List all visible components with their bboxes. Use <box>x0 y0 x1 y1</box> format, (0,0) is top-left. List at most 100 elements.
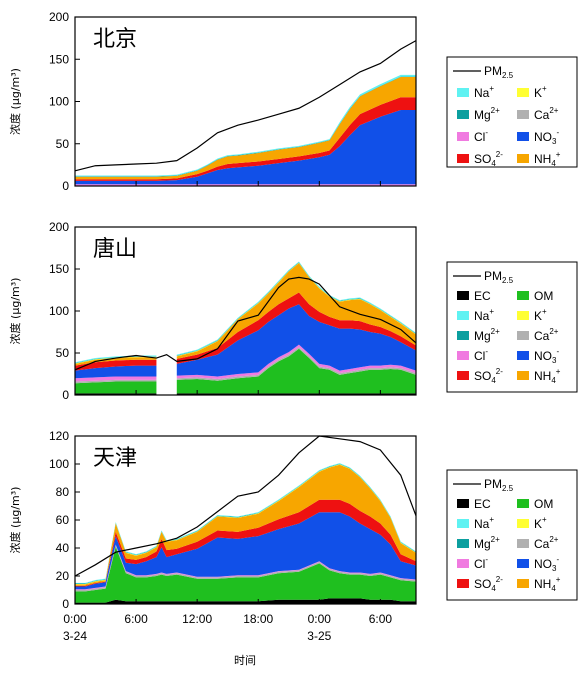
y-tick-label: 200 <box>49 220 69 234</box>
legend-label-clminus: Cl- <box>474 347 488 363</box>
legend-swatch-naminusplus <box>457 311 469 320</box>
legend-label-om: OM <box>534 289 553 303</box>
x-axis-label: 时间 <box>234 654 256 667</box>
pm25-line <box>74 40 417 172</box>
y-tick-label: 100 <box>49 95 69 109</box>
y-tick-label: 60 <box>56 513 70 527</box>
legend-label-no3minus: NO3- <box>534 128 559 146</box>
y-tick-label: 0 <box>62 597 69 611</box>
panel-title: 唐山 <box>93 237 137 262</box>
area-kminusplus <box>75 262 416 364</box>
panel-title: 北京 <box>93 27 137 52</box>
area-naminusplus <box>75 74 416 177</box>
area-so42minus <box>75 292 416 371</box>
y-tick-label: 100 <box>49 304 69 318</box>
y-axis-label: 浓度 (μg/m³) <box>8 278 22 345</box>
area-om <box>75 546 416 603</box>
legend-swatch-clminus <box>457 351 469 360</box>
legend-label-clminus: Cl- <box>474 555 488 571</box>
y-tick-label: 80 <box>56 485 70 499</box>
legend-swatch-naminusplus <box>457 88 469 97</box>
legend-label-ec: EC <box>474 497 491 511</box>
legend-swatch-om <box>517 499 529 508</box>
x-tick-date-label: 3-24 <box>63 629 87 643</box>
legend-swatch-no3minus <box>517 559 529 568</box>
legend-label-naminusplus: Na+ <box>474 307 494 323</box>
x-tick-label: 6:00 <box>369 612 393 626</box>
legend-swatch-ec <box>457 499 469 508</box>
legend-swatch-so42minus <box>457 371 469 380</box>
x-tick-label: 6:00 <box>124 612 148 626</box>
area-naminusplus <box>75 261 416 364</box>
stacked-areas <box>75 74 416 186</box>
legend-swatch-nh4minusplus <box>517 579 529 588</box>
legend-swatch-kminusplus <box>517 88 529 97</box>
area-ca2minusplus <box>75 347 416 384</box>
legend-swatch-ca2minusplus <box>517 331 529 340</box>
legend-swatch-nh4minusplus <box>517 154 529 163</box>
pm25-line <box>74 276 417 371</box>
legend-swatch-mg2minusplus <box>457 331 469 340</box>
legend-swatch-so42minus <box>457 154 469 163</box>
area-clminus <box>75 344 416 382</box>
y-tick-label: 40 <box>56 541 70 555</box>
y-tick-label: 100 <box>49 457 69 471</box>
area-nh4minusplus <box>75 263 416 366</box>
x-tick-label: 0:00 <box>308 612 332 626</box>
legend-label-naminusplus: Na+ <box>474 515 494 531</box>
legend-label-naminusplus: Na+ <box>474 84 494 100</box>
legend-label-no3minus: NO3- <box>534 347 559 365</box>
legend-swatch-mg2minusplus <box>457 110 469 119</box>
legend-box <box>446 261 578 393</box>
legend-swatch-so42minus <box>457 579 469 588</box>
legend-swatch-nh4minusplus <box>517 371 529 380</box>
legend-swatch-kminusplus <box>517 311 529 320</box>
area-so42minus <box>75 97 416 181</box>
x-tick-label: 18:00 <box>243 612 273 626</box>
area-nh4minusplus <box>75 464 416 586</box>
legend-label-om: OM <box>534 497 553 511</box>
data-gap <box>156 227 177 395</box>
y-tick-label: 50 <box>56 137 70 151</box>
y-tick-label: 200 <box>49 10 69 24</box>
legend-box <box>446 469 578 601</box>
legend-swatch-kminusplus <box>517 519 529 528</box>
x-tick-date-label: 3-25 <box>307 629 331 643</box>
legend-label-no3minus: NO3- <box>534 555 559 573</box>
legend-label-ec: EC <box>474 289 491 303</box>
legend-swatch-naminusplus <box>457 519 469 528</box>
area-no3minus <box>75 304 416 379</box>
panel-title: 天津 <box>93 446 137 471</box>
legend-swatch-ca2minusplus <box>517 539 529 548</box>
legend-swatch-no3minus <box>517 132 529 141</box>
y-axis-label: 浓度 (μg/m³) <box>8 487 22 554</box>
legend-swatch-clminus <box>457 132 469 141</box>
stacked-areas <box>75 261 416 395</box>
y-tick-label: 150 <box>49 52 69 66</box>
legend-swatch-ec <box>457 291 469 300</box>
legend-swatch-clminus <box>457 559 469 568</box>
x-tick-label: 12:00 <box>182 612 212 626</box>
legend-swatch-ca2minusplus <box>517 110 529 119</box>
legend-swatch-mg2minusplus <box>457 539 469 548</box>
area-no3minus <box>75 109 416 185</box>
y-tick-label: 120 <box>49 429 69 443</box>
pm25-line <box>74 435 417 577</box>
area-no3minus <box>75 512 416 590</box>
legend-swatch-no3minus <box>517 351 529 360</box>
y-tick-label: 20 <box>56 569 70 583</box>
legend: PM2.5Na+ K+Mg2+ Ca2+Cl- NO3-SO42- NH4+ <box>446 56 578 168</box>
y-tick-label: 150 <box>49 262 69 276</box>
stacked-areas <box>75 463 416 604</box>
y-axis-label: 浓度 (μg/m³) <box>8 68 22 135</box>
y-tick-label: 0 <box>62 388 69 402</box>
legend-swatch-om <box>517 291 529 300</box>
area-nh4minusplus <box>75 76 416 180</box>
x-tick-label: 0:00 <box>63 612 87 626</box>
